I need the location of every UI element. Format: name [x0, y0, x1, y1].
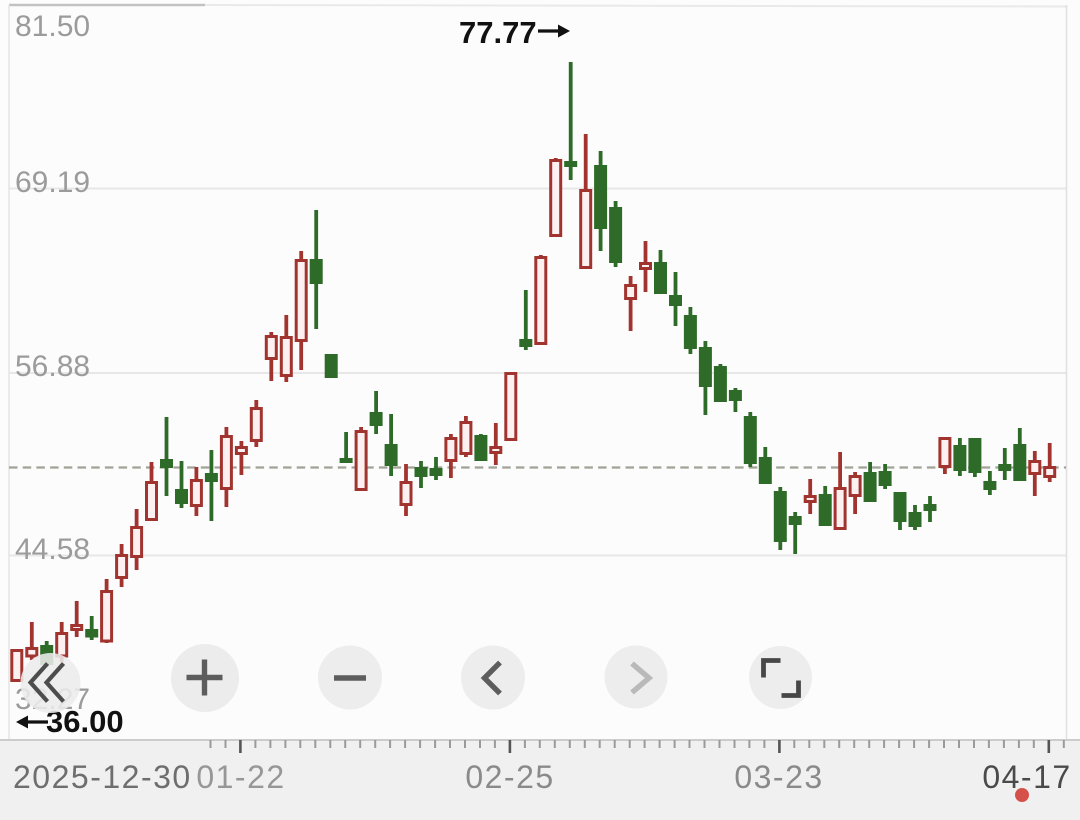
- svg-text:03-23: 03-23: [734, 759, 823, 795]
- svg-text:04-17: 04-17: [982, 759, 1071, 795]
- svg-text:01-22: 01-22: [196, 759, 285, 795]
- svg-text:44.58: 44.58: [15, 533, 90, 566]
- svg-text:77.77: 77.77: [459, 15, 537, 50]
- svg-text:69.19: 69.19: [15, 166, 90, 199]
- svg-text:56.88: 56.88: [15, 350, 90, 383]
- svg-text:2025-12-30: 2025-12-30: [13, 759, 192, 795]
- svg-text:02-25: 02-25: [465, 759, 554, 795]
- svg-text:81.50: 81.50: [15, 10, 90, 43]
